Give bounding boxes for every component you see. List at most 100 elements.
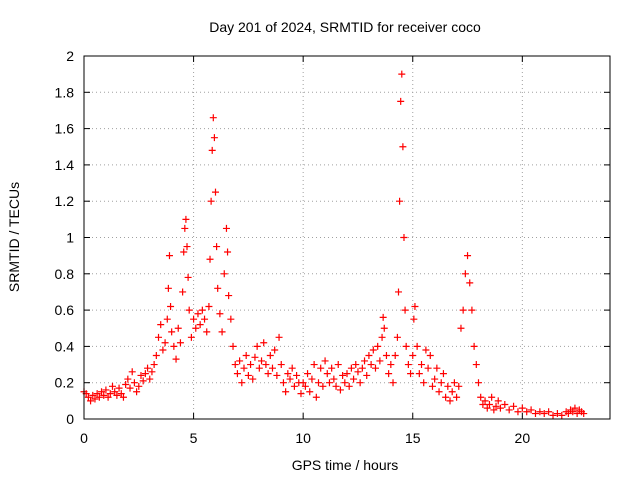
data-point: [170, 342, 178, 350]
x-tick-label: 10: [295, 430, 311, 446]
data-point: [385, 370, 393, 378]
data-point: [569, 408, 577, 416]
data-point: [455, 382, 463, 390]
data-point: [184, 273, 192, 281]
data-point: [398, 70, 406, 78]
data-point: [444, 382, 452, 390]
y-tick-label: 0.4: [55, 338, 75, 354]
y-tick-label: 1.4: [55, 157, 75, 173]
data-point: [573, 410, 581, 418]
data-point: [297, 390, 305, 398]
data-point: [284, 370, 292, 378]
data-point: [402, 342, 410, 350]
data-point: [442, 393, 450, 401]
data-point: [275, 333, 283, 341]
x-axis-label: GPS time / hours: [292, 457, 399, 473]
data-point: [457, 324, 465, 332]
data-point: [400, 234, 408, 241]
data-point: [260, 339, 268, 347]
data-point: [167, 302, 175, 310]
data-point: [288, 364, 296, 372]
data-point: [312, 393, 320, 401]
data-point: [352, 361, 360, 369]
data-point: [113, 391, 121, 399]
grid: [84, 56, 610, 419]
data-point: [334, 361, 342, 369]
data-point: [233, 370, 241, 378]
data-point: [490, 406, 498, 414]
data-point: [206, 255, 214, 263]
data-point: [470, 342, 478, 350]
data-point: [395, 288, 403, 296]
data-point: [119, 393, 127, 401]
data-point: [104, 393, 112, 401]
data-point: [152, 351, 160, 359]
data-point: [179, 288, 187, 296]
data-point: [308, 375, 316, 383]
data-point: [242, 351, 250, 359]
data-point: [492, 402, 500, 410]
data-point: [208, 146, 216, 154]
data-point: [488, 393, 496, 401]
data-point: [224, 248, 232, 256]
y-tick-label: 0: [66, 411, 74, 427]
data-point: [479, 400, 487, 408]
data-point: [431, 375, 439, 383]
data-point: [111, 388, 119, 396]
data-point: [128, 368, 136, 376]
data-point: [106, 390, 114, 398]
data-point: [549, 411, 557, 419]
data-point: [317, 364, 325, 372]
y-tick-label: 2: [66, 48, 74, 64]
data-point: [413, 342, 421, 350]
data-point: [536, 408, 544, 416]
data-point: [371, 364, 379, 372]
data-point: [439, 370, 447, 378]
data-point: [282, 388, 290, 396]
data-point: [336, 386, 344, 394]
data-point: [472, 361, 480, 369]
data-point: [401, 306, 409, 314]
data-point: [91, 395, 99, 403]
data-point: [347, 364, 355, 372]
data-point: [323, 370, 331, 378]
data-point: [485, 400, 493, 408]
data-point: [356, 379, 364, 387]
data-point: [393, 333, 401, 341]
data-point: [437, 379, 445, 387]
data-point: [527, 406, 535, 414]
data-point: [354, 368, 362, 376]
data-point: [139, 377, 147, 385]
data-point: [501, 400, 509, 408]
data-point: [422, 346, 430, 354]
data-point: [212, 188, 219, 196]
data-point: [558, 411, 566, 419]
data-point: [130, 379, 138, 387]
data-point: [496, 404, 504, 412]
data-point: [159, 346, 167, 354]
data-point: [249, 375, 257, 383]
data-point: [545, 408, 553, 416]
data-point: [387, 361, 395, 369]
data-point: [350, 375, 358, 383]
data-point: [144, 364, 152, 372]
data-point: [339, 371, 347, 379]
data-point: [380, 324, 388, 332]
x-tick-label: 0: [80, 430, 88, 446]
data-point: [450, 379, 458, 387]
data-point: [141, 370, 149, 378]
data-point: [95, 393, 103, 401]
data-point: [229, 342, 237, 350]
y-tick-label: 0.2: [55, 375, 75, 391]
data-point: [367, 361, 375, 369]
data-point: [115, 384, 123, 392]
data-point: [185, 306, 193, 314]
data-point: [518, 404, 526, 412]
data-point: [266, 351, 274, 359]
data-point: [358, 364, 366, 372]
data-point: [428, 382, 436, 390]
data-point: [157, 321, 165, 329]
data-point: [164, 284, 172, 292]
data-point: [117, 390, 125, 398]
data-point: [203, 328, 211, 336]
